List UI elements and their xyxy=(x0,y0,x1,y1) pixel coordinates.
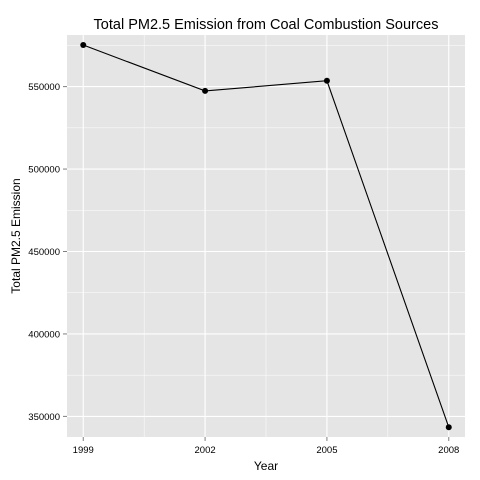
x-axis-title: Year xyxy=(254,459,278,473)
x-axis: 1999 2002 2005 2008 xyxy=(73,437,460,456)
x-tick-label: 2005 xyxy=(316,445,337,456)
y-tick-label: 500000 xyxy=(28,165,60,176)
data-point xyxy=(202,88,208,94)
y-tick-label: 350000 xyxy=(28,412,60,423)
x-tick-label: 1999 xyxy=(73,445,94,456)
chart-title: Total PM2.5 Emission from Coal Combustio… xyxy=(94,17,439,33)
y-axis: 350000 400000 450000 500000 550000 xyxy=(28,82,67,423)
x-tick-label: 2008 xyxy=(438,445,459,456)
data-point xyxy=(446,424,452,430)
data-point xyxy=(80,42,86,48)
y-tick-label: 450000 xyxy=(28,247,60,258)
y-tick-label: 400000 xyxy=(28,329,60,340)
y-axis-title: Total PM2.5 Emission xyxy=(9,178,23,293)
data-point xyxy=(324,78,330,84)
y-tick-label: 550000 xyxy=(28,82,60,93)
x-tick-label: 2002 xyxy=(195,445,216,456)
